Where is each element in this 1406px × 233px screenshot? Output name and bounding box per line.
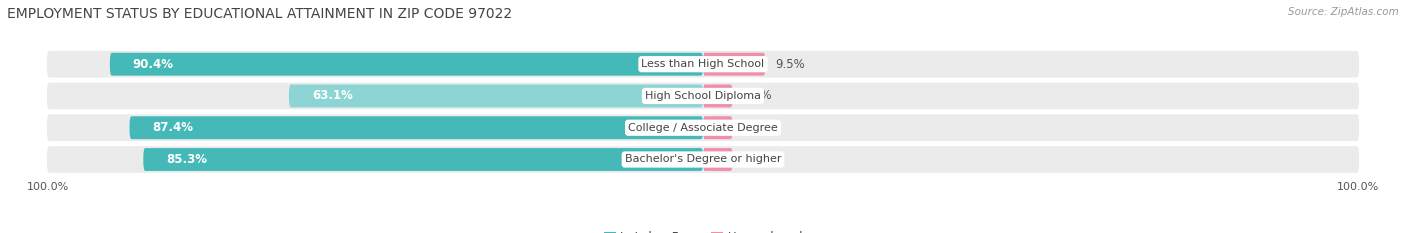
Text: 9.5%: 9.5%: [775, 58, 804, 71]
Text: EMPLOYMENT STATUS BY EDUCATIONAL ATTAINMENT IN ZIP CODE 97022: EMPLOYMENT STATUS BY EDUCATIONAL ATTAINM…: [7, 7, 512, 21]
Text: High School Diploma: High School Diploma: [645, 91, 761, 101]
Text: 0.0%: 0.0%: [742, 121, 772, 134]
Legend: In Labor Force, Unemployed: In Labor Force, Unemployed: [599, 226, 807, 233]
Text: 85.3%: 85.3%: [166, 153, 207, 166]
FancyBboxPatch shape: [110, 53, 703, 76]
FancyBboxPatch shape: [46, 51, 1360, 78]
FancyBboxPatch shape: [703, 53, 765, 76]
Text: College / Associate Degree: College / Associate Degree: [628, 123, 778, 133]
Text: 0.0%: 0.0%: [742, 89, 772, 103]
Text: 100.0%: 100.0%: [27, 182, 69, 192]
Text: 87.4%: 87.4%: [152, 121, 194, 134]
FancyBboxPatch shape: [703, 116, 733, 139]
FancyBboxPatch shape: [703, 85, 733, 107]
FancyBboxPatch shape: [46, 114, 1360, 141]
FancyBboxPatch shape: [46, 83, 1360, 109]
Text: 63.1%: 63.1%: [312, 89, 353, 103]
FancyBboxPatch shape: [703, 148, 733, 171]
Text: 90.4%: 90.4%: [132, 58, 174, 71]
Text: 100.0%: 100.0%: [1337, 182, 1379, 192]
FancyBboxPatch shape: [290, 85, 703, 107]
Text: Source: ZipAtlas.com: Source: ZipAtlas.com: [1288, 7, 1399, 17]
FancyBboxPatch shape: [129, 116, 703, 139]
FancyBboxPatch shape: [46, 146, 1360, 173]
Text: 0.0%: 0.0%: [742, 153, 772, 166]
Text: Less than High School: Less than High School: [641, 59, 765, 69]
Text: Bachelor's Degree or higher: Bachelor's Degree or higher: [624, 154, 782, 164]
FancyBboxPatch shape: [143, 148, 703, 171]
